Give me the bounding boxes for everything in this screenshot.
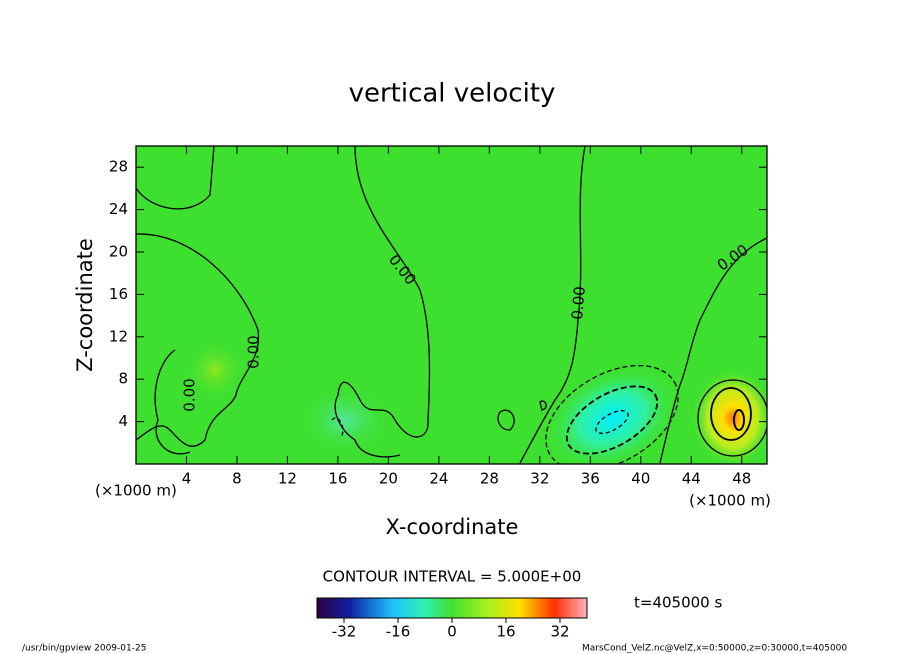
colorbar-tick-label: 0 — [447, 623, 457, 641]
x-tick-label: 8 — [232, 470, 242, 488]
colorbar-tick-label: -16 — [386, 623, 411, 641]
time-label: t=405000 s — [634, 594, 722, 612]
contour-interval: CONTOUR INTERVAL = 5.000E+00 — [323, 568, 582, 586]
x-tick-label: 16 — [328, 470, 347, 488]
colorbar-tick-label: -32 — [332, 623, 357, 641]
colorbar-tick-label: 16 — [496, 623, 515, 641]
y-unit: (×1000 m) — [689, 492, 771, 510]
x-tick-label: 40 — [631, 470, 650, 488]
y-tick-label: 20 — [109, 243, 128, 261]
x-tick-label: 36 — [581, 470, 600, 488]
x-tick-label: 32 — [530, 470, 549, 488]
contour-label: 0.00 — [568, 286, 589, 321]
y-tick-label: 4 — [118, 412, 128, 430]
x-tick-label: 44 — [682, 470, 701, 488]
y-tick-label: 16 — [109, 285, 128, 303]
y-tick-label: 12 — [109, 327, 128, 345]
contour-label: 0.00 — [245, 335, 263, 368]
colorbar-tick-label: 32 — [550, 623, 569, 641]
chart-title: vertical velocity — [349, 79, 556, 109]
footer-left: /usr/bin/gpview 2009-01-25 — [22, 644, 146, 654]
x-tick-label: 28 — [480, 470, 499, 488]
field — [136, 146, 767, 464]
y-tick-label: 28 — [109, 158, 128, 176]
x-tick-label: 20 — [379, 470, 398, 488]
y-tick-label: 8 — [118, 370, 128, 388]
y-axis-label: Z-coordinate — [73, 238, 97, 372]
y-tick-label: 24 — [109, 200, 128, 218]
x-axis-label: X-coordinate — [386, 515, 519, 539]
contour-label: 0.00 — [181, 378, 199, 411]
x-tick-label: 4 — [182, 470, 192, 488]
x-tick-label: 48 — [732, 470, 751, 488]
x-tick-label: 12 — [278, 470, 297, 488]
colorbar — [316, 597, 588, 619]
x-unit: (×1000 m) — [95, 482, 177, 500]
x-tick-label: 24 — [429, 470, 448, 488]
footer-right: MarsCond_VelZ.nc@VelZ,x=0:50000,z=0:3000… — [582, 644, 847, 654]
plot-frame — [135, 145, 768, 465]
